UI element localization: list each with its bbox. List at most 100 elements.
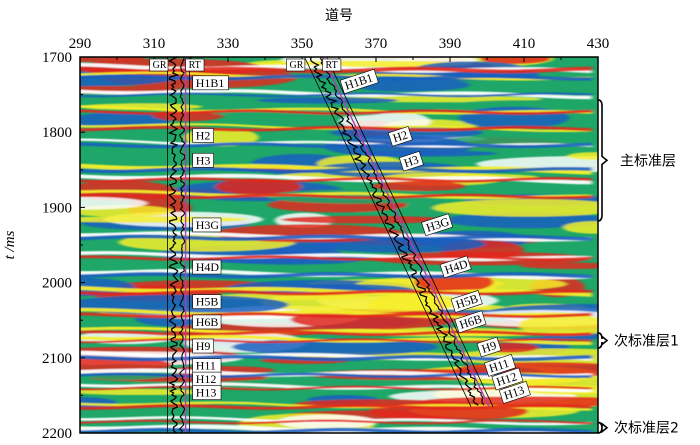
seismic-blob [458, 106, 570, 129]
horizon-label-right-box [421, 213, 454, 237]
horizon-label-left-group: H4D [192, 259, 222, 275]
horizon-label-right-box [450, 290, 483, 313]
horizon-label-right-box [484, 353, 517, 377]
reflector-trough [80, 255, 593, 261]
seismic-blob [363, 150, 497, 157]
reflector-trough [80, 177, 593, 183]
horizon-label-right: H3 [402, 152, 420, 170]
seismic-blob [566, 152, 598, 160]
rt-header-label-box [185, 58, 205, 72]
horizon-label-right-group: H12 [491, 367, 524, 391]
seismic-blob [520, 262, 598, 270]
seismic-events [80, 57, 598, 433]
reflector-trough [80, 142, 593, 149]
reflector-bright [80, 326, 593, 337]
seismic-blob [80, 388, 211, 396]
horizon-label-left-box [192, 217, 222, 233]
horizon-label-left-box [192, 338, 214, 354]
horizon-label-right-group: H4D [439, 255, 472, 279]
y-tick-label: 2000 [42, 276, 72, 292]
horizon-label-left-group: H3 [192, 152, 214, 168]
horizon-label-right: H3G [424, 214, 451, 235]
horizon-label-left-group: H6B [192, 314, 222, 330]
horizon-label-left-box [192, 152, 214, 168]
x-tick-labels: 290 310 330 350 370 390 410 430 [69, 36, 610, 52]
horizon-label-left-group: H5B [192, 294, 222, 309]
reflector-trough [80, 330, 593, 337]
rt-header-label: RT [326, 60, 338, 71]
marker-bed-bracket [597, 421, 609, 434]
reflector-trough [80, 272, 593, 279]
horizon-label-left: H2 [196, 128, 211, 142]
gr-curve [167, 57, 180, 433]
reflector-bright [80, 105, 593, 115]
horizon-label-left-box [192, 128, 214, 143]
gr-header-label-box [149, 58, 169, 72]
x-tick-label: 370 [365, 36, 388, 52]
horizon-label-right-box [498, 381, 531, 404]
horizon-label-right-group: H6B [454, 310, 487, 334]
reflector-trough [80, 312, 593, 319]
rt-curve [178, 57, 186, 433]
horizon-label-left: H4D [196, 260, 220, 274]
rt-header-label: RT [189, 60, 201, 71]
horizon-label-right-box [387, 126, 413, 147]
horizon-label-right-box [454, 310, 487, 334]
marker-bed-label: 次标准层1 [614, 334, 679, 350]
horizon-label-right-group: H9 [476, 336, 502, 358]
seismic-blob [257, 97, 399, 104]
horizon-label-left: H13 [196, 386, 217, 400]
horizon-label-left-group: H9 [192, 338, 214, 354]
reflector-trough [80, 403, 593, 410]
seismic-blob [432, 198, 598, 217]
horizon-label-right: H5B [454, 291, 480, 311]
horizon-label-right-group: H13 [498, 381, 531, 404]
reflector-trough [80, 338, 593, 344]
horizon-label-left-box [192, 294, 222, 309]
y-tick-labels: 1700 1800 1900 2000 2100 2200 [42, 50, 72, 442]
seismic-blob [444, 212, 598, 229]
y-tick-label: 1700 [42, 50, 72, 66]
horizon-label-left: H9 [196, 339, 211, 353]
gr-header-label-box [286, 58, 306, 72]
horizon-label-right-group: H5B [450, 290, 483, 313]
horizon-label-right-group: H2 [387, 126, 413, 147]
horizon-label-left-group: H1B1 [192, 75, 229, 91]
log-track-right [326, 57, 494, 407]
y-tick-label: 1900 [42, 200, 72, 216]
reflector-trough [80, 166, 593, 174]
seismic-section [80, 57, 598, 433]
reflector-trough [80, 92, 593, 98]
horizon-label-right-group: H11 [484, 353, 517, 377]
seismic-blob [518, 314, 598, 336]
horizon-label-left: H5B [196, 295, 219, 309]
horizon-label-left-group: H3G [192, 217, 222, 233]
horizon-label-right-box [398, 150, 424, 172]
horizon-label-right-box [439, 255, 472, 279]
horizon-label-left-group: H2 [192, 128, 214, 143]
horizon-label-right-group: H3 [398, 150, 424, 172]
horizon-label-left-box [192, 259, 222, 275]
seismic-blob [80, 196, 148, 210]
reflector-trough [80, 427, 593, 433]
x-tick-label: 430 [587, 36, 610, 52]
seismic-blob [563, 221, 598, 234]
horizon-label-right: H12 [495, 369, 519, 389]
y-tick-label: 2200 [42, 426, 72, 442]
horizon-label-right: H2 [391, 128, 409, 146]
x-axis-title: 道号 [325, 8, 353, 24]
horizon-label-left-group: H12 [192, 371, 222, 387]
reflector-trough [80, 234, 593, 241]
seismic-blob [371, 181, 467, 192]
rt-curve [320, 57, 485, 406]
y-axis-title: t /ms [2, 230, 18, 259]
horizon-label-left-box [192, 385, 222, 400]
horizon-label-left: H11 [196, 359, 216, 373]
horizon-label-left: H6B [196, 315, 219, 329]
horizon-label-right: H9 [480, 338, 498, 356]
seismic-blob [215, 178, 302, 195]
horizon-label-left: H3 [196, 153, 211, 167]
gr-header-label: GR [153, 60, 167, 71]
